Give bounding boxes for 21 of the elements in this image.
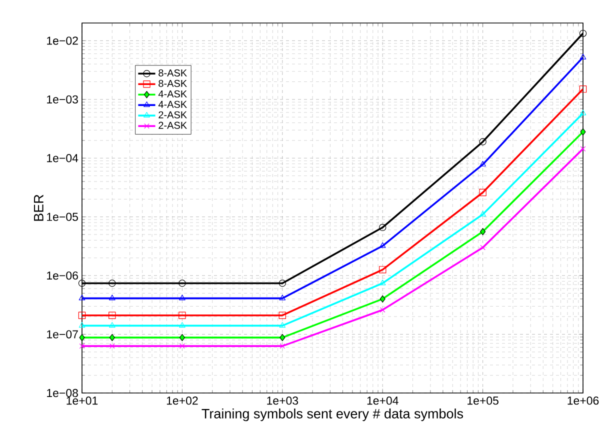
legend-label: 8-ASK	[158, 80, 187, 87]
x-tick-label: 1e+05	[468, 396, 498, 405]
legend-label: 2-ASK	[158, 122, 187, 129]
legend-label: 2-ASK	[158, 111, 187, 118]
legend-label: 8-ASK	[158, 69, 187, 76]
y-tick-label: 1e−03	[47, 95, 78, 104]
x-tick-label: 1e+01	[66, 396, 98, 405]
y-tick-label: 1e−08	[47, 388, 78, 398]
x-tick-label: 1e+04	[367, 396, 398, 405]
y-tick-label: 1e−05	[47, 212, 78, 221]
y-tick-label: 1e−07	[47, 330, 78, 338]
legend-label: 4-ASK	[158, 90, 187, 98]
x-tick-label: 1e+03	[267, 396, 298, 405]
y-tick-label: 1e−02	[47, 36, 78, 45]
y-tick-label: 1e−06	[47, 271, 78, 280]
y-axis-title: BER	[34, 194, 44, 221]
y-tick-label: 1e−04	[47, 154, 78, 162]
x-axis-title: Training symbols sent every # data symbols	[202, 408, 464, 422]
x-tick-label: 1e+06	[568, 396, 599, 405]
x-tick-label: 1e+02	[166, 396, 198, 405]
legend-label: 4-ASK	[158, 100, 187, 108]
